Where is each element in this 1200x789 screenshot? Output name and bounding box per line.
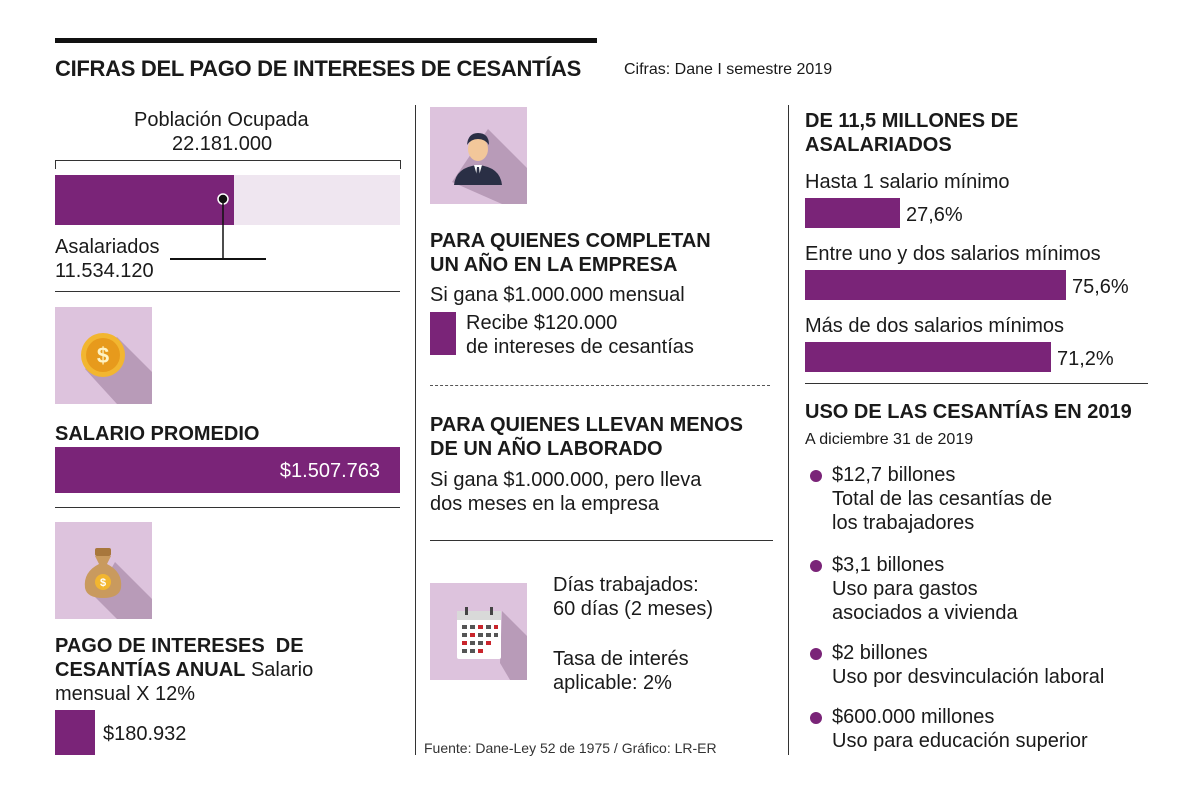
payment-title-1: PAGO DE INTERESES DE: [55, 635, 304, 657]
salary-range-bar: [805, 342, 1051, 372]
use-amount: $12,7 billones: [832, 464, 956, 486]
svg-text:$: $: [100, 577, 106, 589]
use-amount: $3,1 billones: [832, 554, 945, 576]
middle-divider: [430, 540, 773, 541]
bar-category-label: Hasta 1 salario mínimo: [805, 171, 1010, 193]
page-title: CIFRAS DEL PAGO DE INTERESES DE CESANTÍA…: [55, 56, 581, 81]
bar-value-label: 75,6%: [1072, 276, 1129, 298]
uses-date: A diciembre 31 de 2019: [805, 431, 974, 448]
salaried-label: Asalariados: [55, 236, 160, 258]
salaried-value: 11.534.120: [55, 260, 154, 282]
days-label: Días trabajados:: [553, 574, 699, 596]
payment-value: $180.932: [103, 723, 187, 745]
column-divider-right: [788, 105, 789, 755]
person-icon: [452, 129, 527, 204]
use-bullet: [810, 712, 822, 724]
svg-text:$: $: [97, 343, 109, 368]
salary-distribution-chart: Hasta 1 salario mínimo 27,6% Entre uno y d…: [805, 171, 1129, 372]
coin-icon: $: [81, 333, 152, 404]
left-divider-1: [55, 291, 400, 292]
year-title-2: UN AÑO EN LA EMPRESA: [430, 254, 678, 276]
footer-source: Fuente: Dane-Ley 52 de 1975 / Gráfico: L…: [424, 740, 717, 756]
salary-range-bar: [805, 198, 900, 228]
payment-title-bold: CESANTÍAS ANUAL: [55, 659, 246, 681]
salaried-pointer-h: [170, 258, 266, 260]
salary-title: SALARIO PROMEDIO: [55, 423, 260, 445]
bar-value-label: 71,2%: [1057, 348, 1114, 370]
less-text-1: Si gana $1.000.000, pero lleva: [430, 469, 702, 491]
payment-formula-1: Salario: [250, 659, 314, 681]
less-title-2: DE UN AÑO LABORADO: [430, 438, 663, 460]
money-bag-icon-tile: $: [55, 522, 152, 619]
year-receive-1: Recibe $120.000: [466, 312, 618, 334]
salaried-title-2: ASALARIADOS: [805, 134, 952, 156]
population-bracket: [55, 160, 401, 169]
use-bullet: [810, 560, 822, 572]
payment-marker: [55, 710, 95, 755]
use-desc: Uso para gastos: [832, 578, 978, 600]
year-income: Si gana $1.000.000 mensual: [430, 284, 685, 306]
column-divider-left: [415, 105, 416, 755]
header-rule: [55, 38, 597, 43]
salary-bar: [55, 447, 400, 493]
salary-range-bar: [805, 270, 1066, 300]
year-receive-2: de intereses de cesantías: [466, 336, 694, 358]
left-divider-2: [55, 507, 400, 508]
coin-icon-tile: $: [55, 307, 152, 404]
rate-value: aplicable: 2%: [553, 672, 672, 694]
use-amount: $2 billones: [832, 642, 928, 664]
use-desc: los trabajadores: [832, 512, 975, 534]
bar-category-label: Más de dos salarios mínimos: [805, 315, 1064, 337]
use-desc: Total de las cesantías de: [832, 488, 1053, 510]
bar-value-label: 27,6%: [906, 204, 963, 226]
use-desc: asociados a vivienda: [832, 602, 1018, 624]
use-desc: Uso por desvinculación laboral: [832, 666, 1105, 688]
payment-title-2: CESANTÍAS ANUAL Salario: [55, 658, 313, 682]
dashed-divider: [430, 385, 770, 386]
population-chart: [55, 175, 400, 225]
person-icon-tile: [430, 107, 527, 204]
less-text-2: dos meses en la empresa: [430, 493, 660, 515]
source-note: Cifras: Dane I semestre 2019: [624, 61, 833, 78]
uses-title: USO DE LAS CESANTÍAS EN 2019: [805, 401, 1132, 423]
salary-value: $1.507.763: [279, 460, 380, 482]
population-value: 22.181.000: [172, 133, 273, 155]
bar-category-label: Entre uno y dos salarios mínimos: [805, 243, 1101, 265]
less-title-1: PARA QUIENES LLEVAN MENOS: [430, 414, 743, 436]
days-value: 60 días (2 meses): [553, 598, 714, 620]
calendar-icon-tile: [430, 583, 527, 680]
use-bullet: [810, 470, 822, 482]
salaried-pointer: [217, 193, 229, 259]
use-desc: Uso para educación superior: [832, 730, 1088, 752]
use-bullet: [810, 648, 822, 660]
use-amount: $600.000 millones: [832, 706, 995, 728]
salaried-bar: [55, 175, 234, 225]
salaried-title-1: DE 11,5 MILLONES DE: [805, 110, 1019, 132]
payment-formula-2: mensual X 12%: [55, 683, 196, 705]
right-divider: [805, 383, 1148, 384]
rate-label: Tasa de interés: [553, 648, 689, 670]
money-bag-icon: $: [84, 548, 152, 619]
year-marker: [430, 312, 456, 355]
calendar-icon: [457, 607, 527, 680]
year-title-1: PARA QUIENES COMPLETAN: [430, 230, 711, 252]
population-label: Población Ocupada: [134, 109, 309, 131]
